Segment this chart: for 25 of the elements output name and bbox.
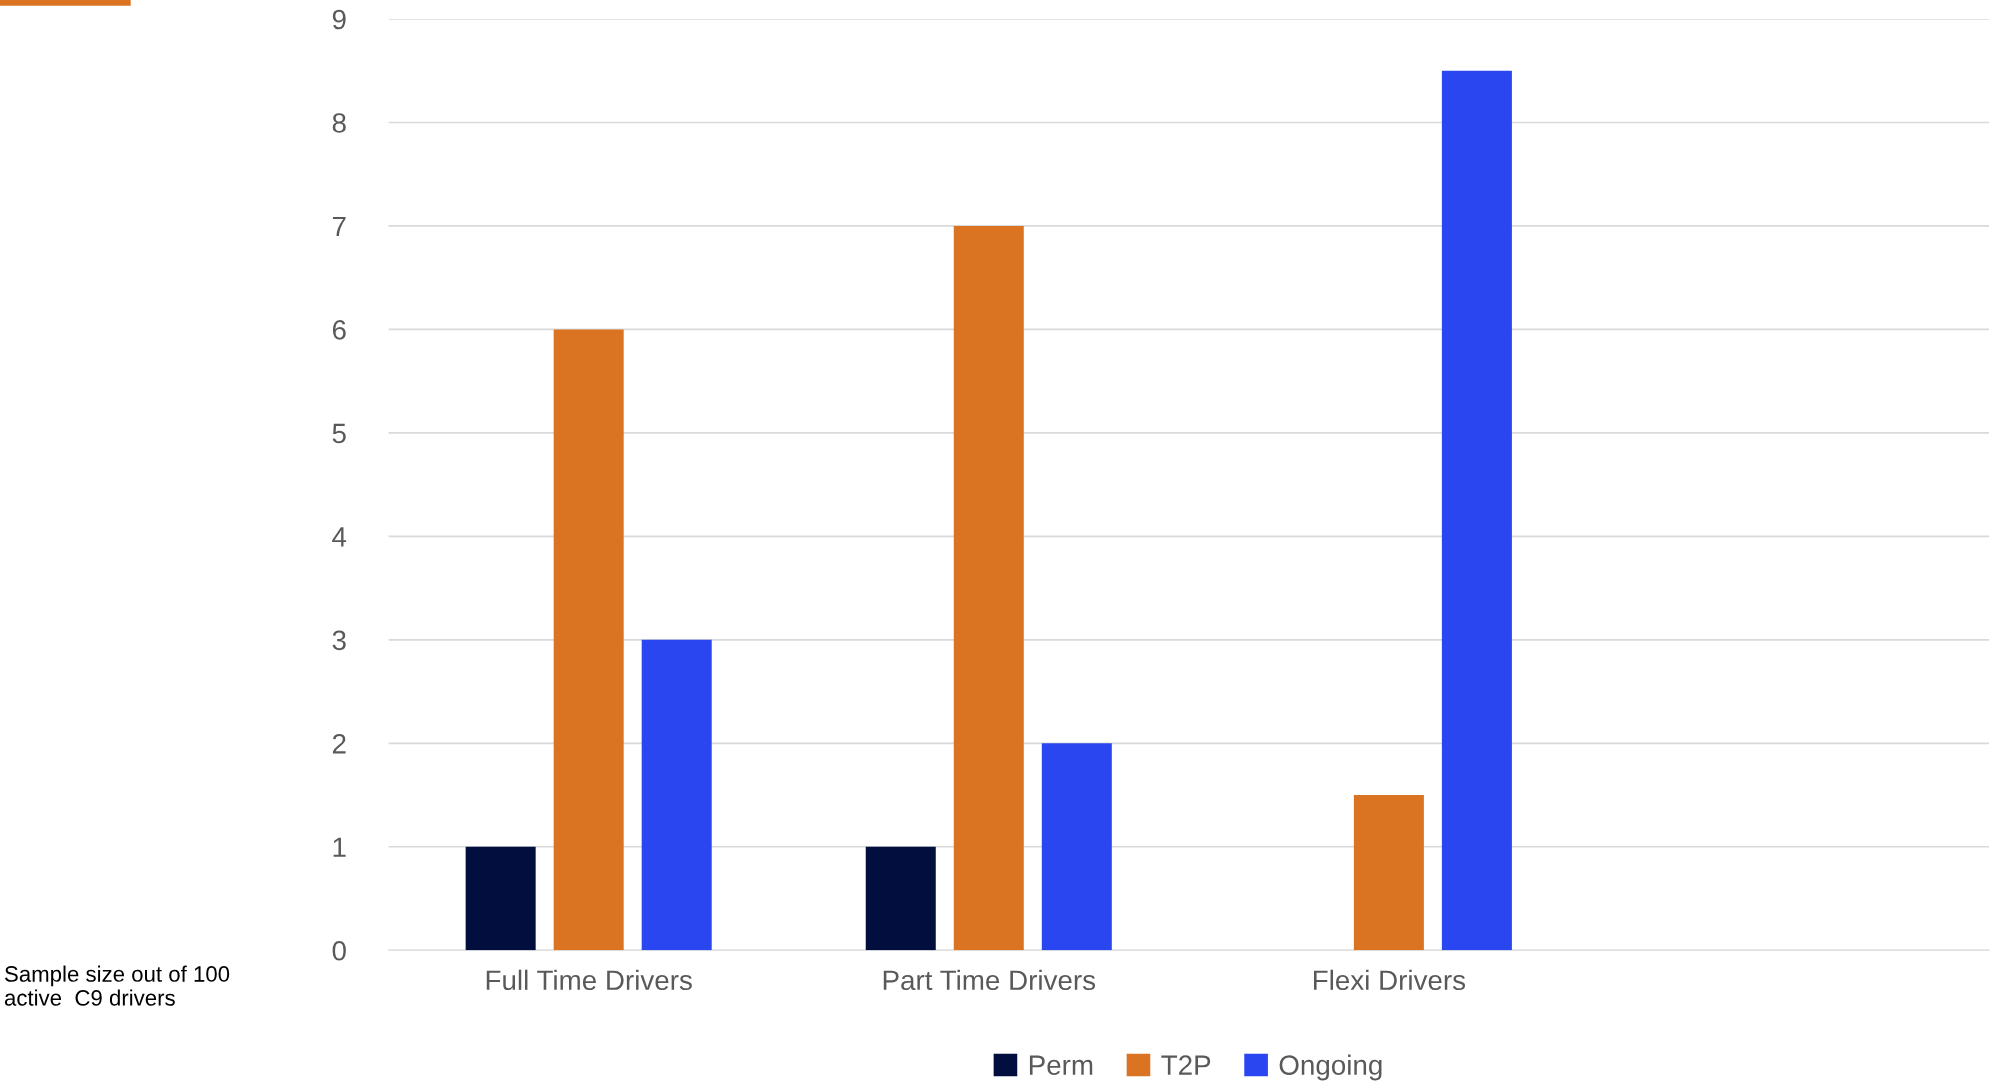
x-tick-label: Part Time Drivers bbox=[883, 969, 1096, 991]
y-tick-label: 3 bbox=[332, 630, 346, 651]
x-tick-label: Flexi Drivers bbox=[1313, 969, 1466, 991]
legend-label: Ongoing bbox=[1279, 1054, 1382, 1081]
bar bbox=[1041, 743, 1112, 951]
y-tick-label: 6 bbox=[332, 320, 346, 340]
legend-label: Perm bbox=[1029, 1055, 1093, 1075]
y-tick-label: 8 bbox=[332, 113, 346, 133]
y-tick-label: 9 bbox=[332, 9, 346, 30]
y-tick-label: 1 bbox=[333, 837, 346, 857]
bar bbox=[465, 846, 536, 951]
y-tick-label: 5 bbox=[332, 423, 346, 444]
bar bbox=[953, 225, 1024, 951]
bar bbox=[553, 329, 624, 951]
x-tick-label: Full Time Drivers bbox=[486, 969, 692, 991]
bar bbox=[641, 639, 712, 951]
y-tick-label: 4 bbox=[332, 527, 347, 547]
y-tick-label: 0 bbox=[332, 940, 346, 961]
bar bbox=[1353, 795, 1424, 951]
y-tick-label: 7 bbox=[332, 216, 346, 236]
bar bbox=[1441, 70, 1512, 951]
y-tick-label: 2 bbox=[332, 733, 346, 754]
text: Sample size out of 100 active C9 drivers bbox=[4, 965, 230, 1006]
bar bbox=[865, 846, 936, 951]
legend-label: T2P bbox=[1161, 1055, 1211, 1075]
